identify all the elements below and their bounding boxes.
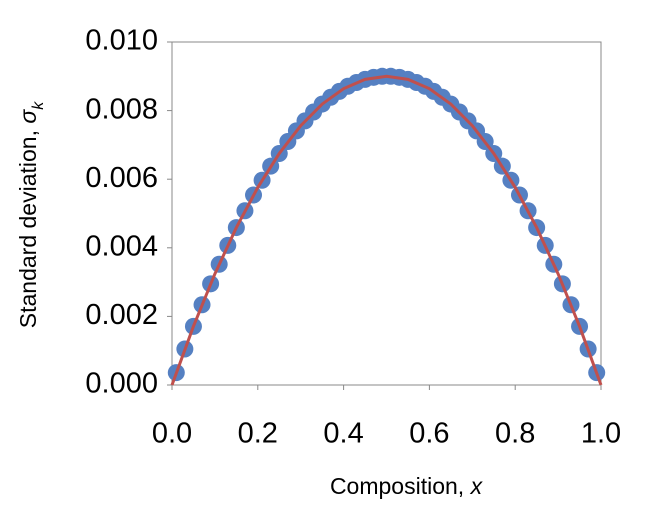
y-axis-label-text: Standard deviation, [15,124,41,329]
y-axis-label-subscript: k [30,101,47,110]
y-axis-label: Standard deviation, σk [15,101,47,328]
x-axis-label-symbol: x [470,473,484,499]
x-tick-label: 0.6 [409,418,449,450]
x-axis-label-text: Composition, [330,473,471,499]
y-axis-label-symbol: σ [15,109,41,124]
x-tick-label: 1.0 [581,418,621,450]
x-axis-label: Composition, x [330,473,484,499]
y-tick-label: 0.008 [85,93,158,125]
x-tick-label: 0.8 [495,418,535,450]
plot-frame [171,41,602,386]
x-tick-label: 0.2 [238,418,278,450]
x-tick-label: 0.0 [152,418,192,450]
y-tick-label: 0.004 [85,230,158,262]
fit-line [170,74,603,386]
y-tick-label: 0.006 [85,162,158,194]
y-tick-label: 0.002 [85,299,158,331]
y-tick-label: 0.000 [85,368,158,400]
x-tick-label: 0.4 [323,418,363,450]
y-tick-label: 0.010 [85,25,158,57]
